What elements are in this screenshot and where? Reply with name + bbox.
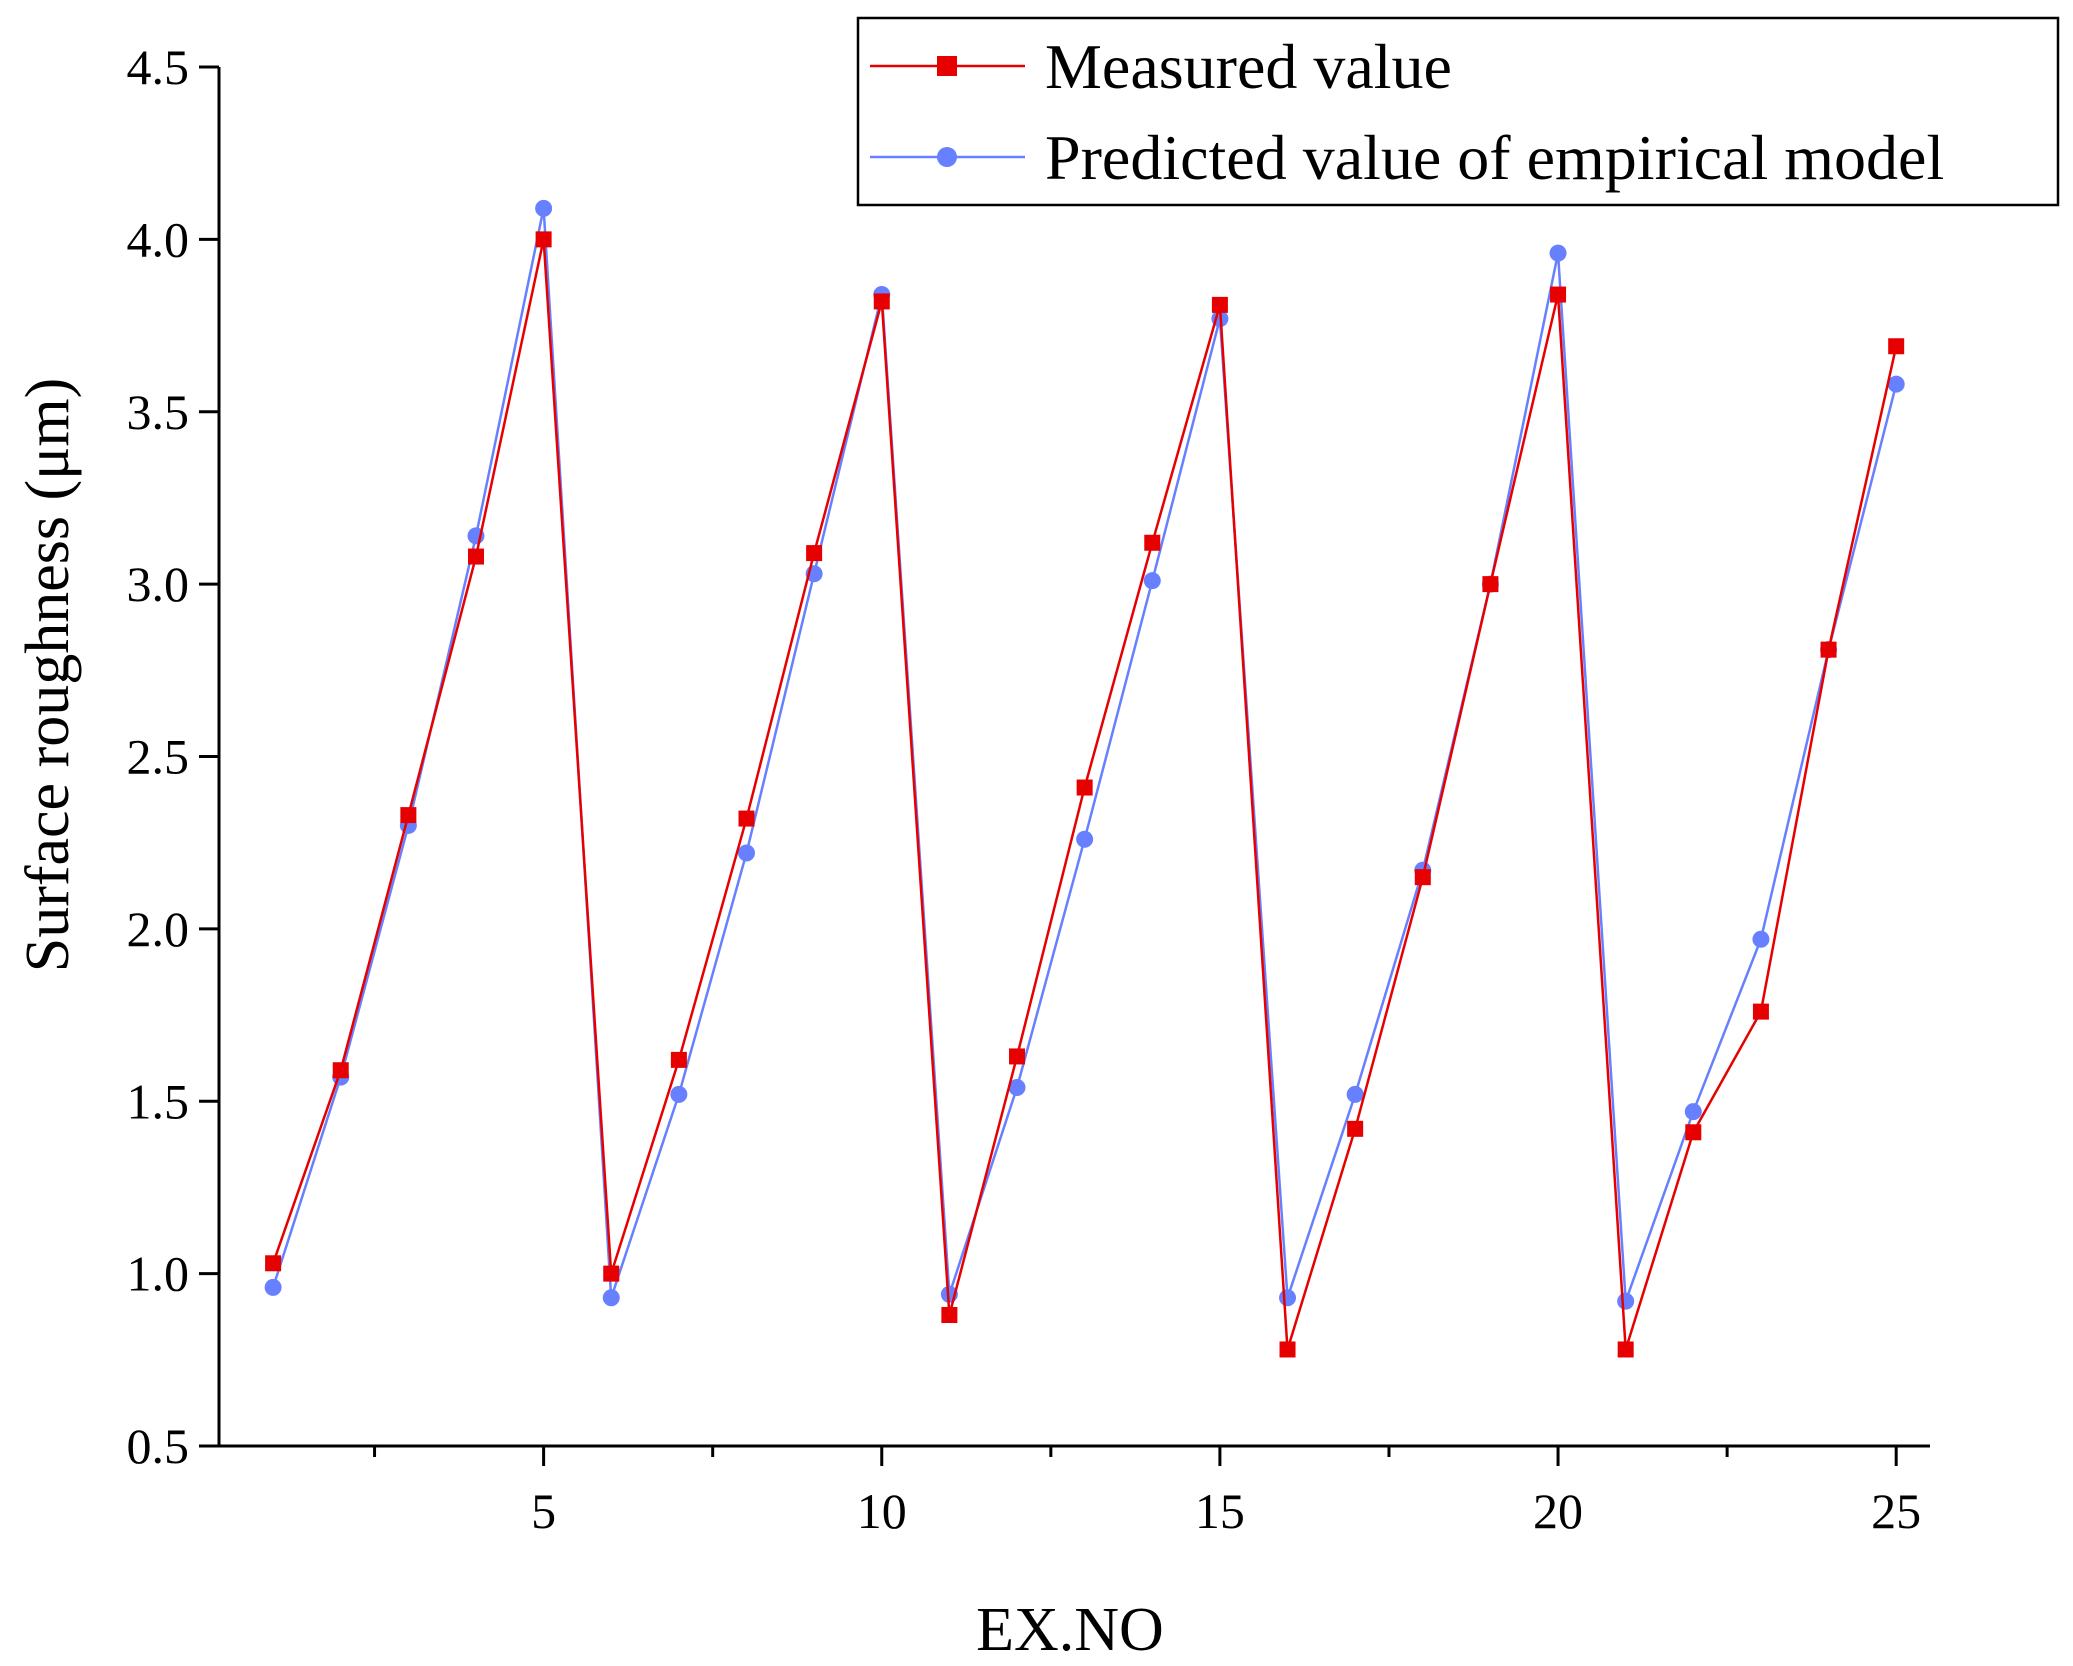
x-tick-label: 20 (1533, 1483, 1583, 1539)
legend-predicted-label: Predicted value of empirical model (1045, 122, 1944, 193)
y-ticks: 0.5 1.0 1.5 2.0 2.5 3.0 3.5 4.0 4.5 (127, 39, 219, 1474)
data-point (1820, 641, 1837, 658)
data-point (332, 1062, 349, 1079)
legend-measured-label: Measured value (1045, 31, 1452, 102)
data-point (1414, 869, 1431, 886)
x-tick-label: 5 (531, 1483, 556, 1539)
y-tick-label: 4.0 (127, 211, 190, 267)
data-point (1211, 296, 1228, 313)
series-layer (264, 199, 1905, 1358)
data-point (467, 548, 484, 565)
data-point (670, 1051, 687, 1068)
x-axis-title: EX.NO (976, 1596, 1164, 1664)
data-point (535, 231, 552, 248)
legend-measured-marker (937, 56, 957, 76)
y-tick-label: 2.0 (127, 901, 190, 957)
y-tick-label: 4.5 (127, 39, 190, 95)
data-point (1617, 1292, 1635, 1310)
data-point (1076, 779, 1093, 796)
y-tick-label: 0.5 (127, 1418, 190, 1474)
y-tick-label: 1.5 (127, 1073, 190, 1129)
legend-box (856, 16, 2060, 207)
x-ticks: 5 10 15 20 25 (373, 1446, 1921, 1539)
data-point (602, 1289, 620, 1307)
data-point (1346, 1085, 1364, 1103)
y-tick-label: 3.5 (127, 384, 190, 440)
data-point (1549, 244, 1567, 262)
data-point (1144, 534, 1161, 551)
y-tick-label: 1.0 (127, 1246, 190, 1302)
legend-predicted-marker (937, 147, 957, 167)
data-point (941, 1306, 958, 1323)
data-point (873, 293, 890, 310)
data-point (1009, 1048, 1026, 1065)
data-point (1550, 286, 1567, 303)
data-point (1279, 1289, 1297, 1307)
x-tick-label: 10 (857, 1483, 907, 1539)
data-point (1076, 830, 1094, 848)
data-point (535, 199, 553, 217)
x-tick-label: 15 (1195, 1483, 1245, 1539)
data-point (1279, 1341, 1296, 1358)
data-point (603, 1265, 620, 1282)
data-point (1887, 375, 1905, 393)
data-point (1482, 576, 1499, 593)
data-point (670, 1085, 688, 1103)
x-tick-label: 25 (1871, 1483, 1921, 1539)
y-axis-title: Surface roughness (μm) (14, 378, 82, 973)
data-point (1888, 338, 1905, 355)
data-point (264, 1278, 282, 1296)
data-point (738, 844, 756, 862)
series-predicted (264, 199, 1905, 1310)
data-point (1008, 1078, 1026, 1096)
data-point (738, 810, 755, 827)
data-point (400, 807, 417, 824)
series-measured (265, 231, 1905, 1358)
data-point (806, 545, 823, 562)
data-point (1752, 1003, 1769, 1020)
data-point (1347, 1120, 1364, 1137)
y-tick-label: 3.0 (127, 556, 190, 612)
data-point (1143, 572, 1161, 590)
data-point (1617, 1341, 1634, 1358)
data-point (1752, 930, 1770, 948)
data-point (265, 1255, 282, 1272)
axes (217, 67, 1930, 1448)
legend: Measured value Predicted value of empiri… (856, 16, 2060, 207)
y-tick-label: 2.5 (127, 729, 190, 785)
data-point (1684, 1103, 1702, 1121)
series-line (271, 208, 1898, 1302)
data-point (1685, 1124, 1702, 1141)
